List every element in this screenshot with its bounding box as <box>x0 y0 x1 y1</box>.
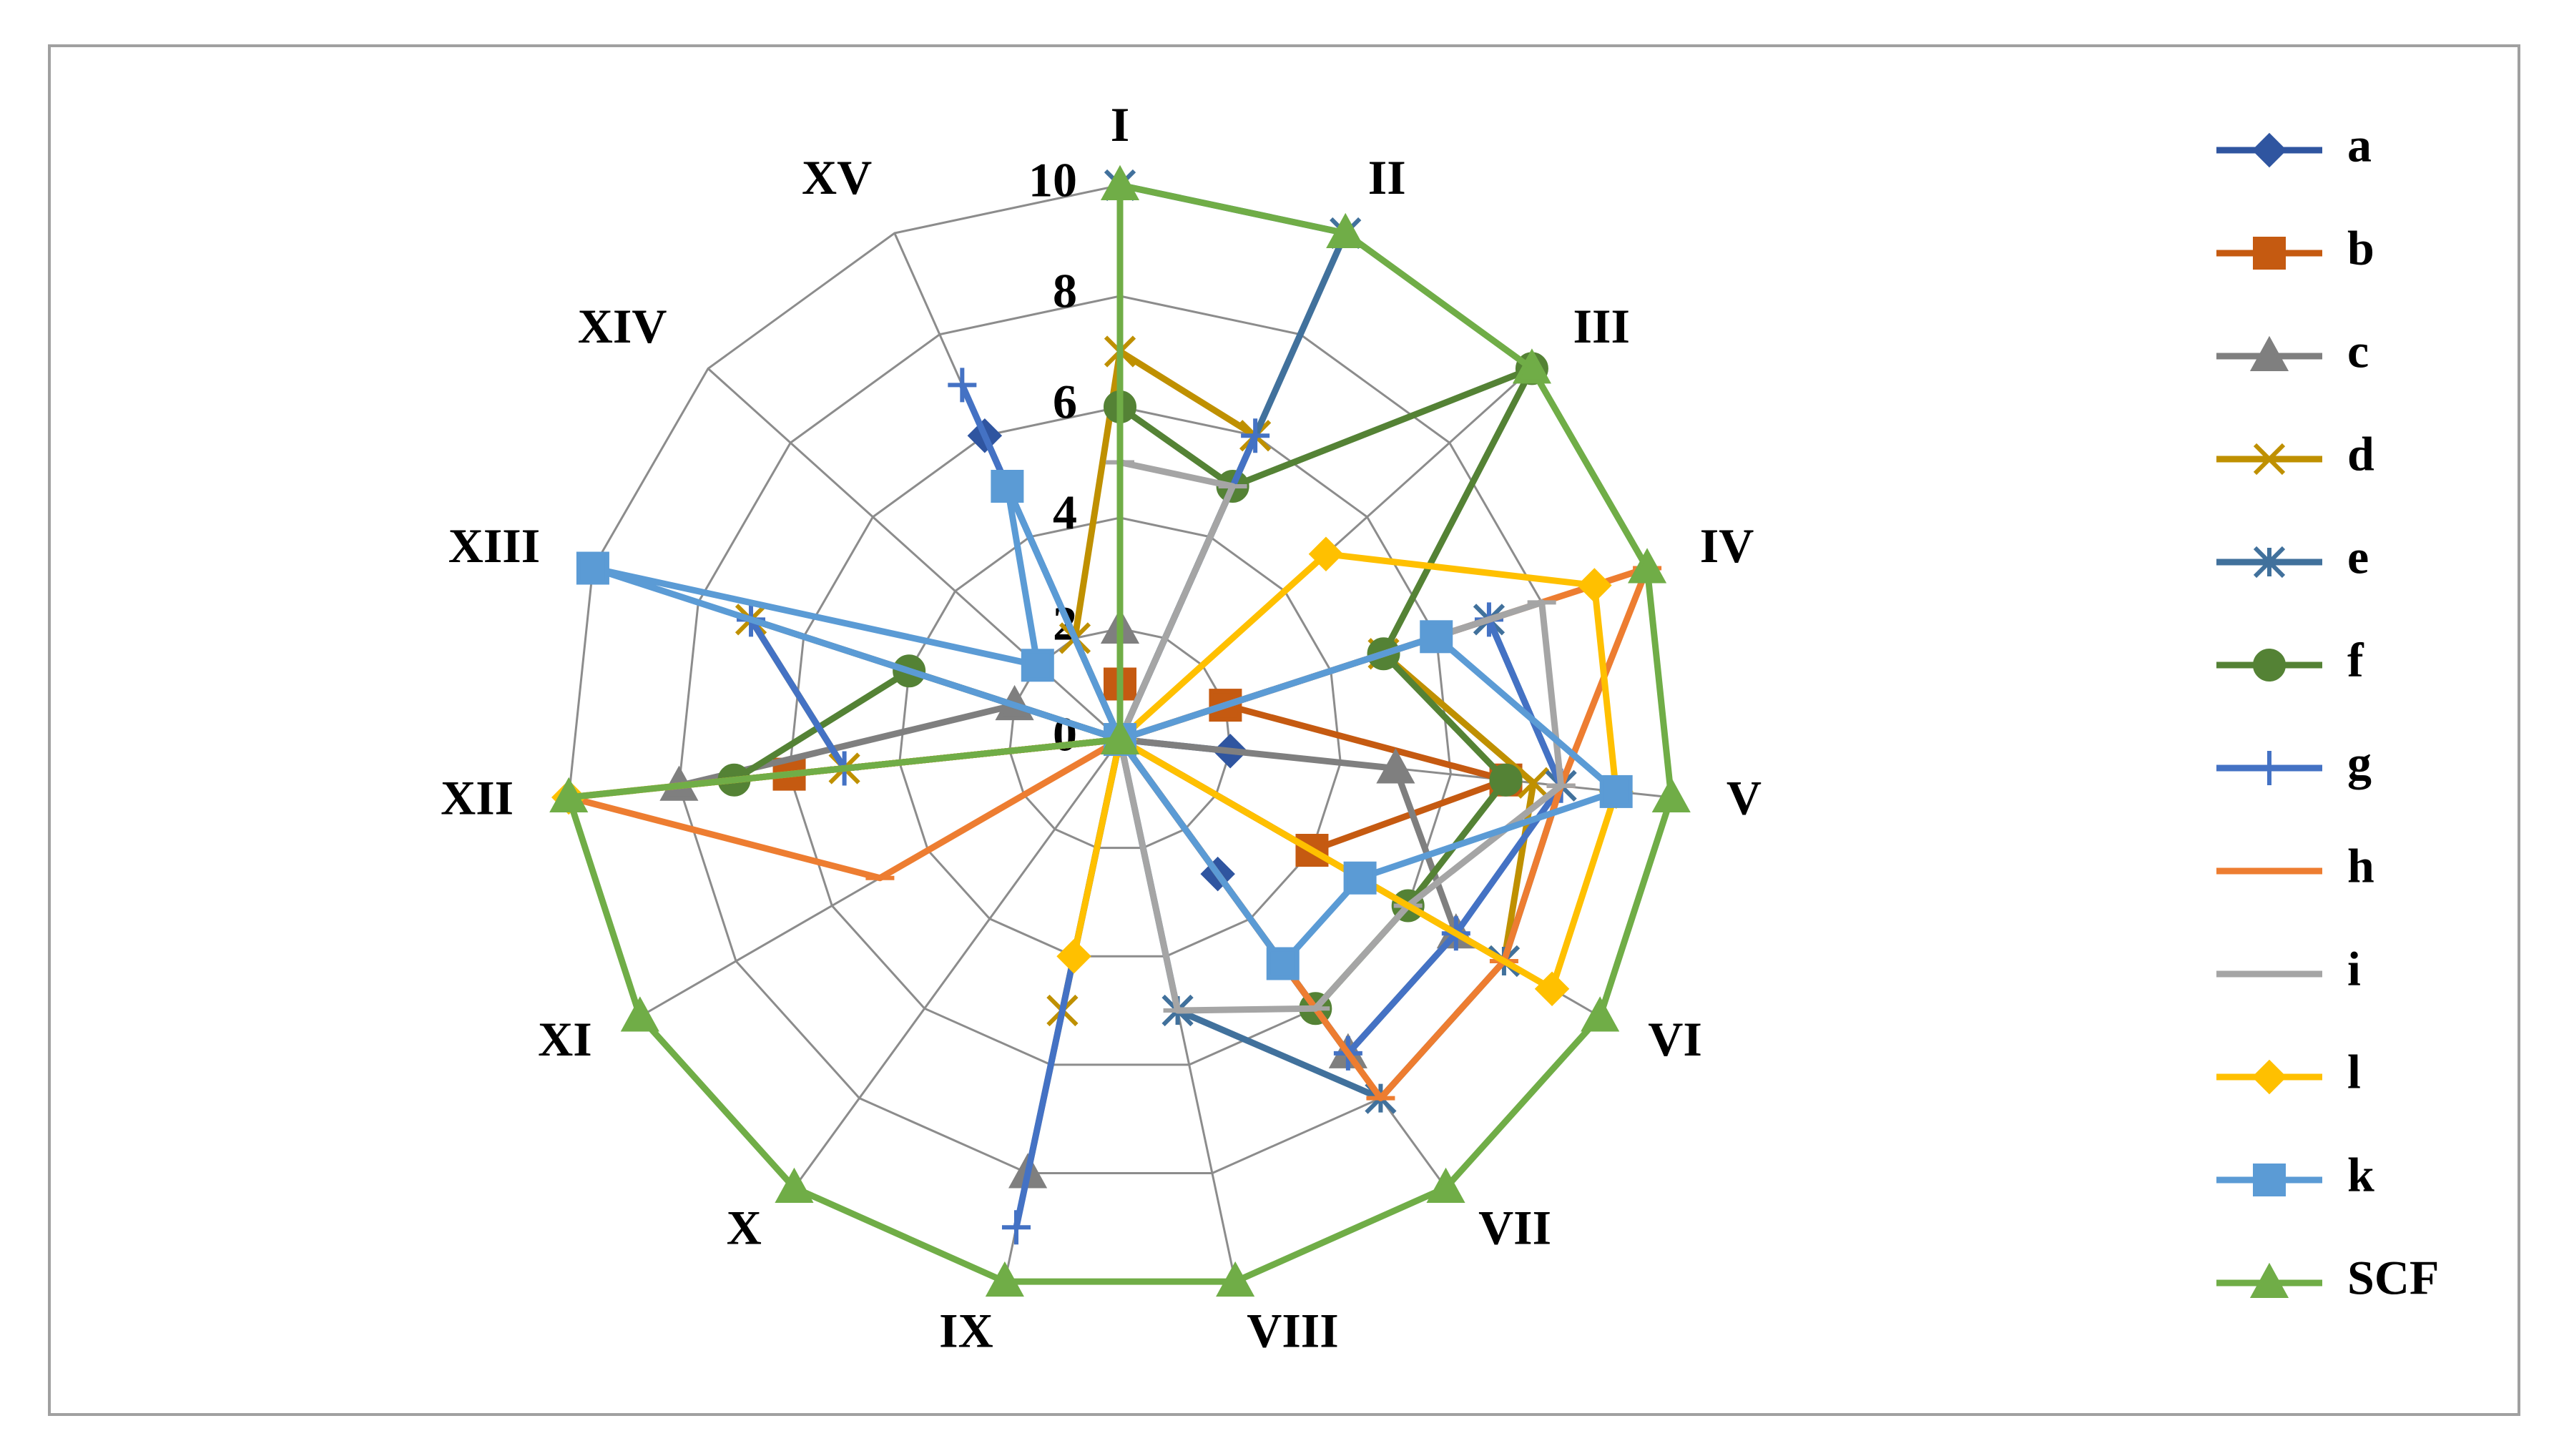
legend-marker <box>2255 751 2284 785</box>
legend-marker <box>2253 237 2286 270</box>
marker <box>1651 777 1691 813</box>
marker <box>549 777 589 813</box>
category-label: XV <box>802 150 872 205</box>
marker <box>1376 748 1415 784</box>
tick-label: 10 <box>1028 153 1077 207</box>
legend-marker <box>2251 132 2287 168</box>
series-line <box>589 483 1620 967</box>
tick-label: 6 <box>1053 375 1077 429</box>
marker <box>1308 536 1344 571</box>
marker <box>1021 649 1054 682</box>
series-line <box>565 182 1675 1285</box>
legend-marker <box>2253 649 2286 682</box>
marker <box>1266 947 1300 980</box>
category-label: XIII <box>448 518 541 573</box>
marker <box>1512 348 1552 384</box>
category-label: I <box>1111 97 1129 152</box>
legend-marker <box>2253 546 2286 579</box>
legend-marker <box>2251 1059 2287 1095</box>
marker <box>1326 212 1365 249</box>
legend-label: a <box>2347 118 2372 172</box>
marker <box>1343 861 1377 895</box>
marker <box>1627 548 1667 584</box>
marker <box>775 1167 814 1203</box>
grid-ring <box>788 405 1452 1066</box>
legend-label: i <box>2347 942 2361 996</box>
grid-ring <box>898 516 1342 958</box>
tick-label: 8 <box>1053 264 1077 318</box>
marker <box>576 551 609 585</box>
grid-spoke <box>793 739 1121 1189</box>
marker <box>1056 938 1091 974</box>
legend-marker <box>2249 335 2289 371</box>
legend-label: l <box>2347 1045 2361 1099</box>
marker <box>1577 568 1612 603</box>
marker <box>620 996 659 1032</box>
grid-ring <box>1008 627 1232 850</box>
tick-label: 4 <box>1053 486 1077 540</box>
category-label: IX <box>939 1303 993 1357</box>
marker <box>1517 767 1550 799</box>
chart-border <box>48 44 2520 1416</box>
marker <box>1581 996 1620 1032</box>
category-label: XIV <box>578 299 667 353</box>
marker <box>1420 620 1453 654</box>
legend-marker <box>2249 1262 2289 1298</box>
series-line <box>1116 459 1565 1014</box>
legend-label: SCF <box>2347 1251 2439 1305</box>
category-label: VII <box>1478 1200 1551 1254</box>
legend-marker <box>2253 1164 2286 1196</box>
category-label: III <box>1573 299 1630 353</box>
grid-ring <box>677 295 1563 1174</box>
marker <box>1100 719 1140 754</box>
category-label: XI <box>538 1012 592 1066</box>
marker <box>948 368 977 403</box>
category-label: IV <box>1700 518 1754 573</box>
legend-label: g <box>2347 736 2372 790</box>
legend-label: e <box>2347 530 2369 584</box>
legend-label: h <box>2347 839 2374 893</box>
marker <box>1216 1261 1255 1297</box>
tick-label: 0 <box>1053 707 1077 762</box>
category-label: X <box>727 1200 762 1254</box>
marker <box>1001 1210 1031 1245</box>
category-label: VIII <box>1247 1303 1339 1357</box>
legend-label: c <box>2347 324 2369 378</box>
legend-label: k <box>2347 1148 2374 1202</box>
legend-marker <box>2253 443 2286 476</box>
category-label: II <box>1368 150 1406 205</box>
marker <box>991 470 1024 503</box>
marker <box>1534 971 1570 1006</box>
category-label: VI <box>1648 1012 1702 1066</box>
marker <box>1241 418 1270 453</box>
marker <box>1100 164 1140 200</box>
marker <box>1489 763 1523 797</box>
legend-label: d <box>2347 427 2374 481</box>
marker <box>1599 774 1633 808</box>
marker <box>985 1261 1024 1297</box>
category-label: V <box>1726 771 1762 825</box>
legend-label: b <box>2347 221 2374 275</box>
marker <box>1426 1167 1465 1203</box>
legend-label: f <box>2347 633 2364 687</box>
category-label: XII <box>441 771 514 825</box>
